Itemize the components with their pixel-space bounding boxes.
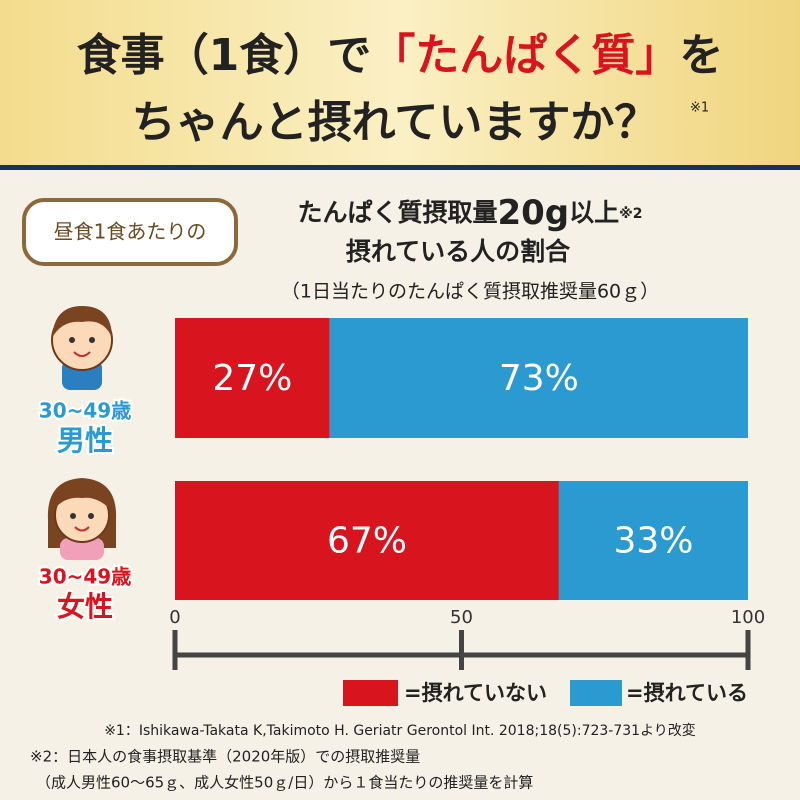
chart-heading-2: 摂れている人の割合 — [346, 237, 571, 266]
title-line1: 食事（1食）で「たんぱく質」を — [77, 30, 724, 81]
value-label: 27% — [212, 358, 292, 399]
header-rule — [0, 165, 800, 170]
title-part: を — [679, 30, 723, 81]
heading-part: ※2 — [619, 206, 642, 222]
heading-part: たんぱく質摂取量 — [297, 198, 497, 227]
female-icon — [47, 478, 117, 560]
title-note: ※1 — [690, 101, 709, 116]
value-label: 67% — [327, 521, 407, 562]
footnote: （成人男性60〜65ｇ、成人女性50ｇ/日）から１食当たりの推奨量を計算 — [36, 774, 533, 792]
footnote: ※1：Ishikawa-Takata K,Takimoto H. Geriatr… — [104, 722, 696, 739]
badge-text: 昼食1食あたりの — [54, 220, 207, 244]
bar-segment — [329, 318, 748, 438]
title-line2: ちゃんと摂れていますか？ — [132, 97, 659, 148]
bar-segment — [175, 481, 559, 600]
title-part: 食事（1食）で — [77, 30, 372, 81]
legend-swatch — [570, 680, 622, 706]
bar-segment — [175, 318, 330, 438]
x-tick-label: 100 — [731, 607, 765, 628]
heading-part: 20g — [497, 193, 569, 233]
header-band — [0, 0, 800, 165]
category-label: 30~49歳 — [39, 565, 131, 589]
category-label: 30~49歳 — [39, 399, 131, 423]
x-tick-label: 50 — [450, 607, 473, 628]
legend-label: =摂れていない — [404, 681, 547, 705]
legend-label: =摂れている — [626, 681, 748, 705]
category-label: 男性 — [57, 424, 113, 457]
title-highlight: 「たんぱく質」 — [371, 30, 679, 81]
male-icon — [51, 306, 113, 390]
footnote: ※2：日本人の食事摂取基準（2020年版）での摂取推奨量 — [30, 748, 420, 766]
category-label: 女性 — [57, 590, 113, 623]
heading-part: 以上 — [569, 198, 619, 227]
bar-segment — [558, 481, 748, 600]
chart-subheading: （1日当たりのたんぱく質摂取推奨量60ｇ） — [281, 281, 659, 303]
legend-swatch — [343, 680, 398, 706]
value-label: 73% — [499, 358, 579, 399]
x-tick-label: 0 — [169, 607, 180, 628]
chart-heading: たんぱく質摂取量20g以上※2 — [297, 193, 642, 233]
value-label: 33% — [613, 521, 693, 562]
badge — [22, 198, 238, 266]
